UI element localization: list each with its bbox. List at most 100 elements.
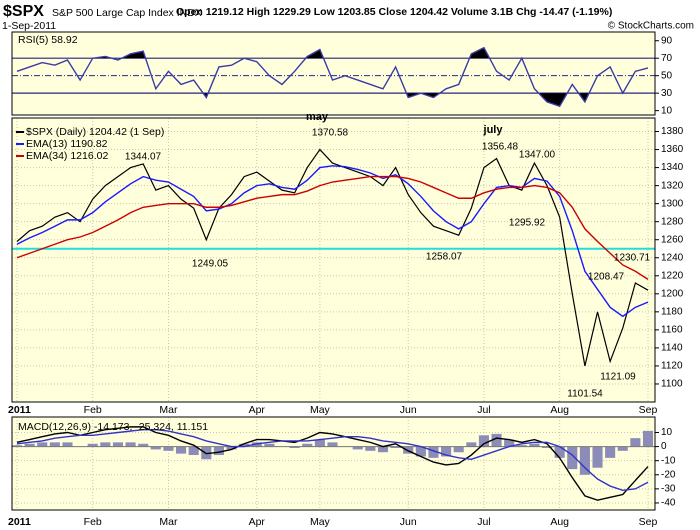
y-tick-label: 1380 bbox=[661, 126, 684, 137]
histogram-bar bbox=[213, 446, 224, 456]
x-tick-label: Sep bbox=[639, 404, 658, 416]
price-annotation: 1230.71 bbox=[614, 253, 651, 264]
x-tick-label: May bbox=[310, 516, 331, 528]
series-line bbox=[16, 148, 649, 367]
x-tick-label: Mar bbox=[159, 404, 178, 416]
histogram-bar bbox=[163, 446, 174, 451]
histogram-bar bbox=[37, 442, 48, 447]
histogram-bar bbox=[605, 446, 616, 458]
price-annotation: 1295.92 bbox=[509, 218, 546, 229]
histogram-bar bbox=[441, 446, 452, 457]
x-tick-label: Feb bbox=[84, 404, 102, 416]
histogram-bar bbox=[188, 446, 199, 456]
histogram-bar bbox=[567, 446, 578, 470]
series-line bbox=[16, 428, 649, 491]
y-tick-label: 1300 bbox=[661, 198, 684, 209]
y-tick-label: 0 bbox=[661, 441, 667, 452]
price-annotation: 1347.00 bbox=[519, 150, 556, 161]
symbol: $SPX bbox=[3, 3, 44, 20]
price-annotation: 1356.48 bbox=[482, 142, 519, 153]
histogram-bar bbox=[377, 446, 389, 453]
y-tick-label: -20 bbox=[661, 469, 676, 480]
histogram-bar bbox=[239, 443, 250, 447]
legend-entry: EMA(34) 1216.02 bbox=[26, 150, 108, 162]
histogram-bar bbox=[554, 446, 565, 458]
panel-border bbox=[11, 416, 656, 511]
month-note: may bbox=[306, 111, 329, 123]
y-tick-label: 1260 bbox=[661, 234, 684, 245]
index-name: S&P 500 Large Cap Index INDX bbox=[52, 7, 202, 19]
panel-border bbox=[11, 31, 656, 116]
histogram-bar bbox=[352, 446, 363, 450]
copyright: © StockCharts.com bbox=[608, 21, 694, 32]
price-annotation: 1258.07 bbox=[426, 252, 463, 263]
macd-title: MACD(12,26,9) -14.173, -25.324, 11.151 bbox=[18, 421, 208, 433]
histogram-bar bbox=[62, 442, 73, 447]
y-tick-label: 10 bbox=[661, 427, 673, 438]
x-tick-label: Apr bbox=[249, 404, 266, 416]
x-tick-label: 2011 bbox=[8, 404, 31, 416]
histogram-bar bbox=[541, 446, 553, 448]
date: 1-Sep-2011 bbox=[2, 20, 56, 32]
histogram-bar bbox=[112, 442, 124, 447]
price-annotation: 1208.47 bbox=[588, 272, 625, 283]
y-tick-label: 1240 bbox=[661, 252, 684, 263]
rsi-oversold-fill bbox=[17, 93, 648, 107]
y-tick-label: 1340 bbox=[661, 162, 684, 173]
histogram-bar bbox=[504, 439, 515, 447]
x-tick-label: Mar bbox=[159, 516, 178, 528]
histogram-bar bbox=[125, 442, 136, 447]
x-tick-label: Jul bbox=[477, 516, 490, 528]
x-tick-label: Jun bbox=[400, 404, 417, 416]
legend-entry: EMA(13) 1190.82 bbox=[26, 138, 108, 150]
histogram-bar bbox=[150, 446, 161, 450]
x-tick-label: 2011 bbox=[8, 516, 31, 528]
price-annotation: 1101.54 bbox=[567, 389, 603, 400]
y-tick-label: 1320 bbox=[661, 180, 684, 191]
y-tick-label: 70 bbox=[661, 53, 673, 64]
x-tick-label: May bbox=[310, 404, 331, 416]
y-tick-label: 1160 bbox=[661, 325, 683, 336]
x-tick-label: Apr bbox=[249, 516, 266, 528]
y-tick-label: 90 bbox=[661, 35, 673, 46]
histogram-bar bbox=[226, 446, 237, 450]
histogram-bar bbox=[314, 439, 325, 447]
histogram-bar bbox=[415, 446, 426, 457]
histogram-bar bbox=[176, 446, 187, 454]
histogram-bar bbox=[466, 442, 477, 447]
quote: Open 1219.12 High 1229.29 Low 1203.85 Cl… bbox=[176, 6, 612, 18]
price-annotation: 1121.09 bbox=[600, 372, 636, 383]
histogram-bar bbox=[491, 433, 502, 447]
histogram-bar bbox=[478, 435, 489, 447]
histogram-bar bbox=[390, 446, 401, 448]
series-line bbox=[16, 46, 649, 108]
panel-border bbox=[11, 117, 656, 403]
series-line bbox=[16, 175, 649, 280]
x-tick-label: Feb bbox=[84, 516, 102, 528]
month-note: july bbox=[483, 124, 504, 136]
y-tick-label: 1220 bbox=[661, 270, 684, 281]
y-tick-label: -40 bbox=[661, 498, 676, 509]
price-annotation: 1370.58 bbox=[312, 128, 349, 139]
histogram-bar bbox=[617, 446, 628, 451]
series-line bbox=[16, 165, 649, 318]
y-tick-label: 1140 bbox=[661, 343, 683, 354]
histogram-bar bbox=[302, 443, 313, 447]
y-tick-label: 10 bbox=[661, 105, 673, 116]
histogram-bar bbox=[529, 443, 540, 447]
y-tick-label: -10 bbox=[661, 455, 676, 466]
x-tick-label: Jul bbox=[477, 404, 490, 416]
x-tick-label: Sep bbox=[639, 516, 658, 528]
y-tick-label: 1280 bbox=[661, 216, 684, 227]
histogram-bar bbox=[24, 443, 35, 447]
histogram-bar bbox=[365, 446, 376, 451]
price-annotation: 1344.07 bbox=[125, 152, 162, 163]
histogram-bar bbox=[630, 438, 641, 447]
x-tick-label: Aug bbox=[550, 516, 569, 528]
histogram-bar bbox=[642, 430, 654, 447]
y-tick-label: 1360 bbox=[661, 144, 684, 155]
histogram-bar bbox=[100, 442, 111, 447]
histogram-bar bbox=[327, 442, 338, 447]
histogram-bar bbox=[289, 446, 300, 448]
